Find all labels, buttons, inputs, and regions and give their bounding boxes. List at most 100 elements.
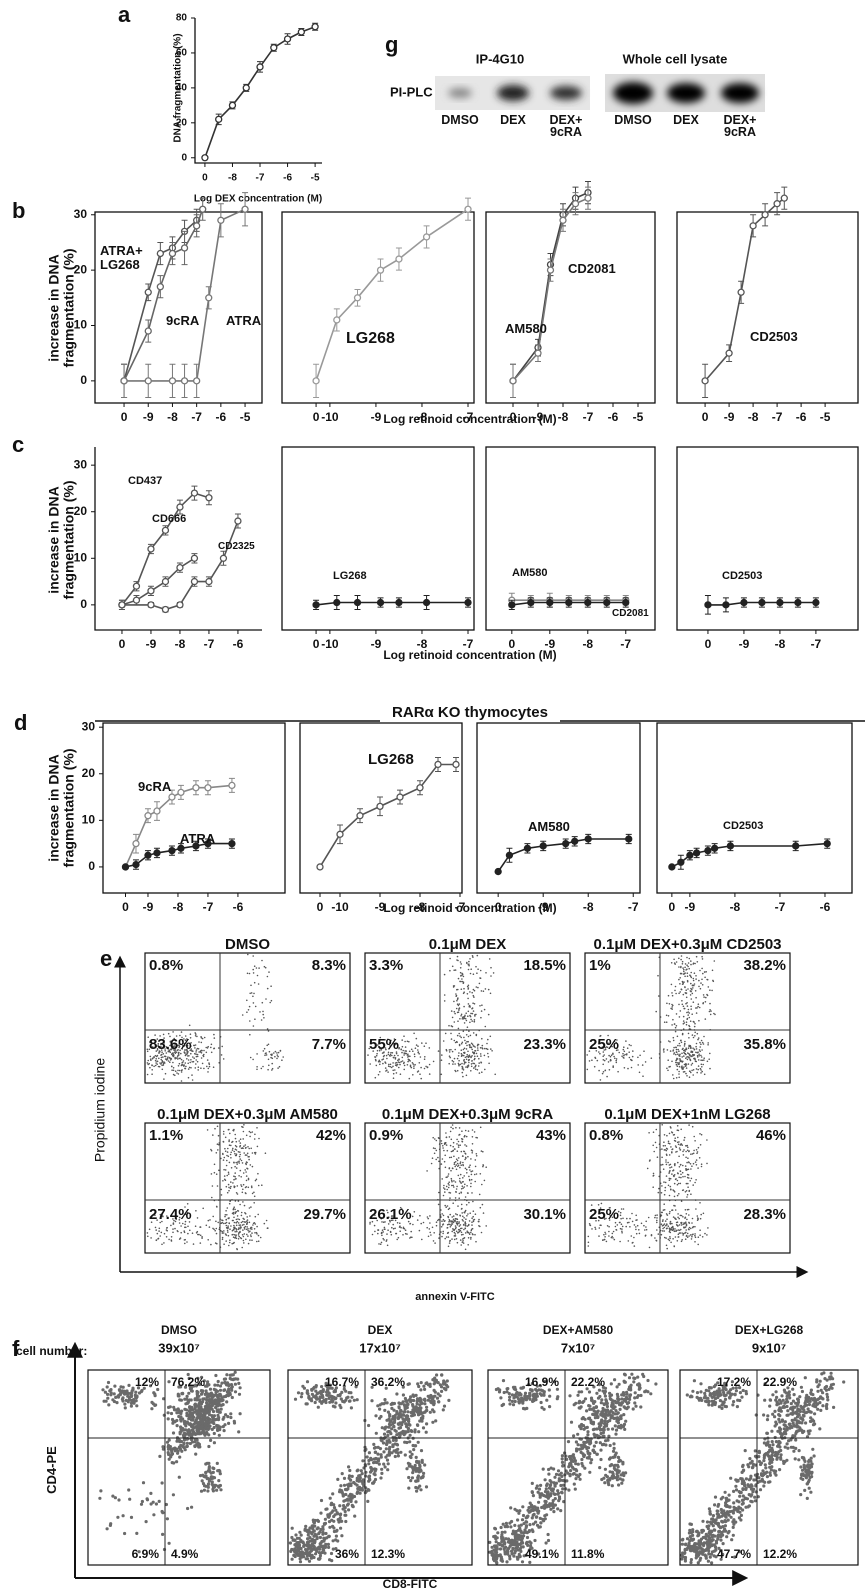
cell-dot bbox=[605, 1233, 607, 1235]
cell-dot bbox=[675, 1054, 677, 1056]
cell-dot bbox=[378, 1408, 381, 1411]
cell-dot bbox=[211, 1044, 213, 1046]
cell-dot bbox=[670, 1221, 672, 1223]
cell-dot bbox=[676, 1058, 678, 1060]
cell-dot bbox=[211, 1396, 214, 1399]
cell-dot bbox=[690, 990, 692, 992]
cell-dot bbox=[231, 1167, 233, 1169]
cell-dot bbox=[207, 1383, 210, 1386]
cell-dot bbox=[276, 1052, 278, 1054]
cell-dot bbox=[246, 1216, 248, 1218]
cell-dot bbox=[394, 1228, 396, 1230]
cell-dot bbox=[442, 1231, 444, 1233]
cell-dot bbox=[216, 1233, 218, 1235]
cell-dot bbox=[224, 1148, 226, 1150]
data-point bbox=[182, 245, 188, 251]
cell-dot bbox=[448, 1223, 450, 1225]
cell-dot bbox=[234, 1172, 236, 1174]
cell-dot bbox=[354, 1500, 357, 1503]
cell-dot bbox=[149, 1229, 151, 1231]
cell-dot bbox=[668, 1040, 670, 1042]
cell-dot bbox=[241, 1160, 243, 1162]
cell-dot bbox=[681, 988, 683, 990]
plot-frame bbox=[657, 723, 852, 893]
cell-dot bbox=[180, 1225, 182, 1227]
cell-dot bbox=[413, 1033, 415, 1035]
quadrant-percent: 27.4% bbox=[149, 1206, 192, 1223]
cell-dot bbox=[438, 1137, 440, 1139]
cell-dot bbox=[238, 1222, 240, 1224]
cell-dot bbox=[710, 1010, 712, 1012]
cell-dot bbox=[195, 1051, 197, 1053]
cell-dot bbox=[267, 1227, 269, 1229]
cell-dot bbox=[218, 1144, 220, 1146]
cell-dot bbox=[472, 1129, 474, 1131]
cell-dot bbox=[276, 1058, 278, 1060]
cell-dot bbox=[681, 1232, 683, 1234]
cell-dot bbox=[594, 1066, 596, 1068]
cell-dot bbox=[317, 1406, 320, 1409]
cell-dot bbox=[604, 1070, 606, 1072]
cell-dot bbox=[367, 1489, 370, 1492]
cell-dot bbox=[171, 1066, 173, 1068]
cell-dot bbox=[452, 1167, 454, 1169]
cell-dot bbox=[449, 1219, 451, 1221]
cell-dot bbox=[457, 1070, 459, 1072]
cell-dot bbox=[373, 1472, 376, 1475]
data-point bbox=[377, 803, 383, 809]
cell-dot bbox=[392, 1409, 395, 1412]
cell-dot bbox=[426, 1227, 428, 1229]
cell-dot bbox=[403, 1410, 406, 1413]
cell-dot bbox=[469, 1006, 471, 1008]
cell-dot bbox=[675, 1236, 677, 1238]
cell-dot bbox=[158, 1500, 161, 1503]
cell-dot bbox=[661, 1212, 663, 1214]
cell-dot bbox=[686, 1196, 688, 1198]
cell-dot bbox=[179, 1415, 182, 1418]
cell-dot bbox=[236, 1219, 238, 1221]
cell-dot bbox=[673, 1040, 675, 1042]
cell-dot bbox=[635, 1229, 637, 1231]
cell-dot bbox=[198, 1422, 201, 1425]
cell-dot bbox=[480, 1173, 482, 1175]
cell-dot bbox=[703, 996, 705, 998]
cell-dot bbox=[601, 1203, 603, 1205]
cell-dot bbox=[450, 1145, 452, 1147]
cell-dot bbox=[98, 1497, 101, 1500]
cell-dot bbox=[186, 1395, 189, 1398]
cell-dot bbox=[665, 1159, 667, 1161]
cell-dot bbox=[686, 1067, 688, 1069]
cell-dot bbox=[234, 1209, 236, 1211]
cell-dot bbox=[681, 1224, 683, 1226]
cell-dot bbox=[444, 1143, 446, 1145]
cell-dot bbox=[253, 1002, 255, 1004]
cell-dot bbox=[465, 1224, 467, 1226]
cell-dot bbox=[221, 1046, 223, 1048]
cell-dot bbox=[357, 1474, 360, 1477]
cell-dot bbox=[350, 1406, 353, 1409]
cell-dot bbox=[333, 1506, 336, 1509]
cell-dot bbox=[689, 1227, 691, 1229]
cell-dot bbox=[403, 1069, 405, 1071]
data-point bbox=[528, 600, 534, 606]
cell-dot bbox=[203, 1489, 206, 1492]
cell-dot bbox=[414, 1211, 416, 1213]
cell-dot bbox=[458, 1165, 460, 1167]
cell-dot bbox=[366, 1455, 369, 1458]
cell-dot bbox=[195, 1398, 198, 1401]
cell-dot bbox=[265, 967, 267, 969]
cell-dot bbox=[243, 1242, 245, 1244]
cell-dot bbox=[469, 1045, 471, 1047]
cell-dot bbox=[465, 1232, 467, 1234]
cell-dot bbox=[245, 1144, 247, 1146]
cell-dot bbox=[451, 1025, 453, 1027]
cell-dot bbox=[117, 1498, 120, 1501]
cell-dot bbox=[651, 1235, 653, 1237]
cell-dot bbox=[674, 1052, 676, 1054]
cell-dot bbox=[681, 1144, 683, 1146]
cell-dot bbox=[167, 1417, 170, 1420]
cell-dot bbox=[409, 1237, 411, 1239]
cell-dot bbox=[385, 1067, 387, 1069]
cell-dot bbox=[400, 1227, 402, 1229]
cell-dot bbox=[169, 1057, 171, 1059]
